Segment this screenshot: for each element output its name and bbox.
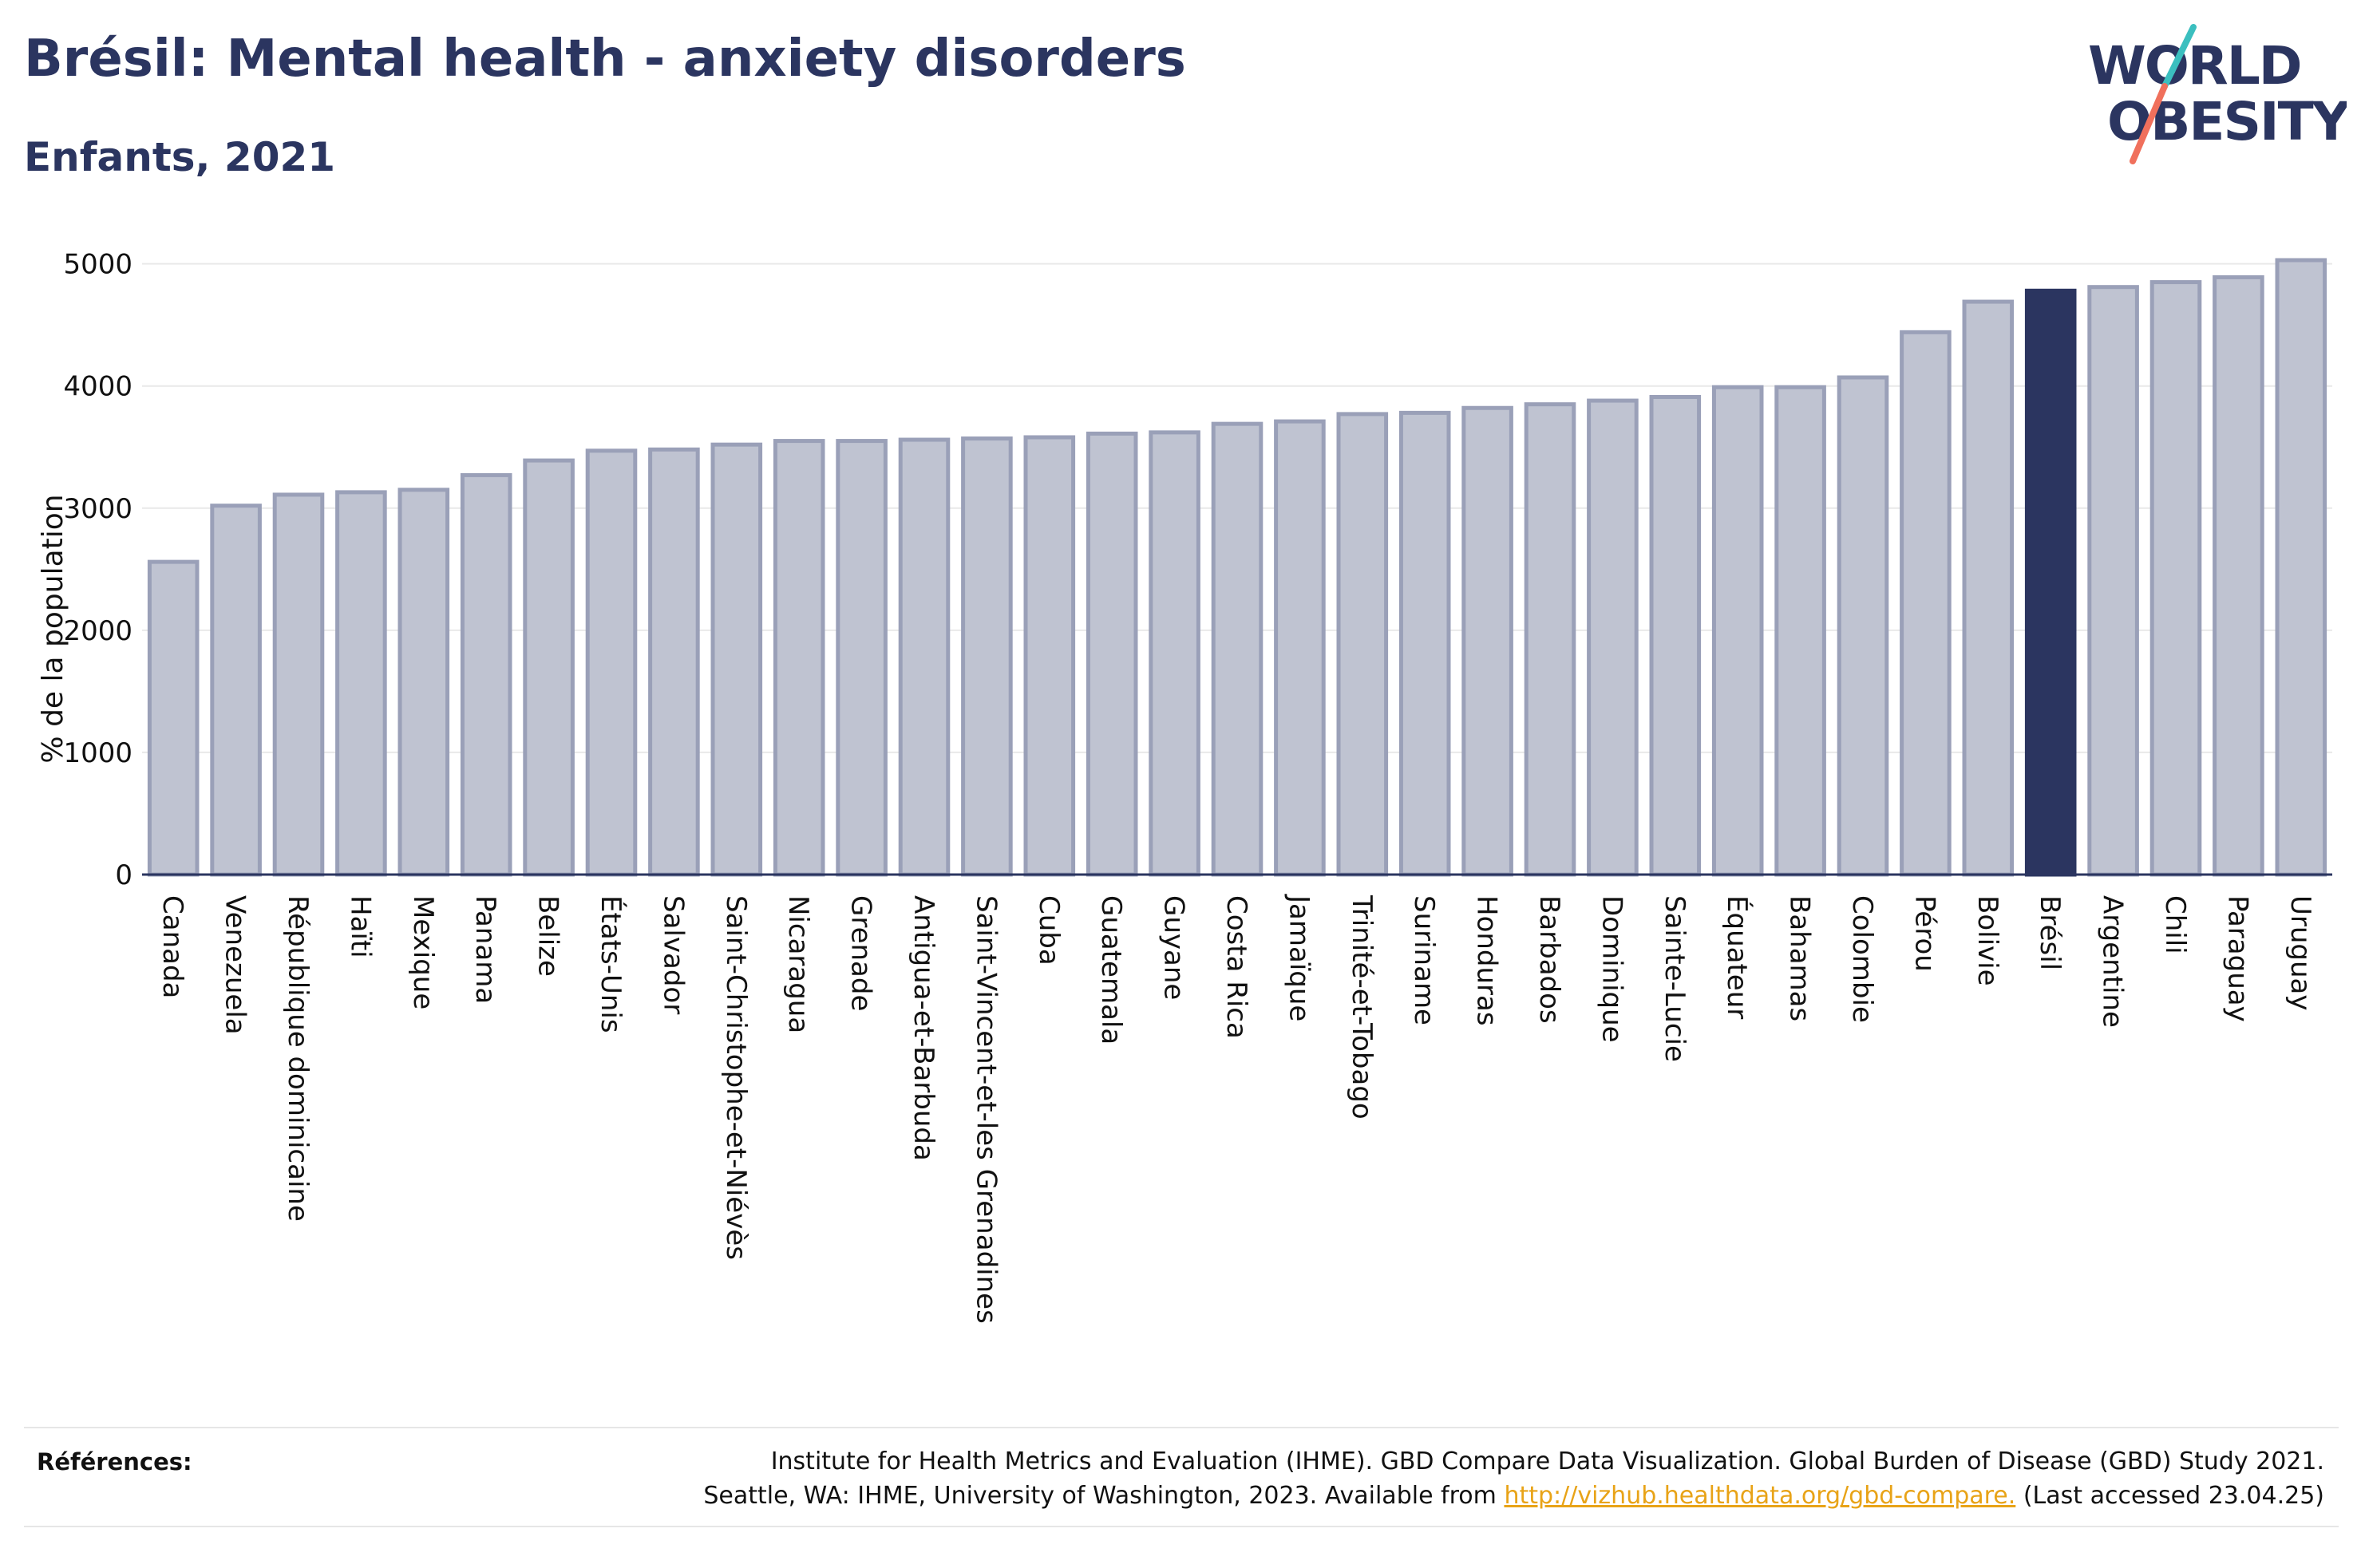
x-tick-label: Guatemala [1095,895,1127,1045]
x-tick-label: République dominicaine [282,895,314,1222]
x-tick-label: Trinité-et-Tobago [1346,895,1378,1120]
bar-26 [1774,385,1826,877]
bar-31 [2087,285,2139,877]
references-text: Institute for Health Metrics and Evaluat… [329,1444,2324,1513]
bar-chart: 0 1000 2000 3000 4000 5000 Canada Venezuela Rép… [37,249,2332,1324]
y-axis-ticks: 0 1000 2000 3000 4000 5000 [63,249,132,891]
logo-line1: WORLD [2088,35,2301,97]
bar-13 [961,436,1013,877]
x-tick-label: Guyane [1158,895,1190,1000]
x-tick-label: Belize [532,895,564,977]
bar-20 [1398,410,1451,877]
y-tick-label: 2000 [63,615,132,647]
y-tick-label: 4000 [63,371,132,403]
x-tick-label: Haïti [344,895,376,958]
x-tick-label: Honduras [1471,895,1503,1026]
divider-top [24,1427,2339,1428]
bar-23 [1587,398,1639,877]
bar-22 [1524,402,1576,877]
bar-24 [1649,394,1702,877]
bar-28 [1900,330,1952,877]
x-tick-label: Barbados [1533,895,1565,1024]
bar-18 [1274,419,1326,877]
x-tick-label: Grenade [845,895,877,1011]
x-tick-label: Venezuela [219,895,251,1035]
bar-16 [1149,430,1200,877]
x-tick-label: Mexique [407,895,439,1009]
y-tick-label: 0 [115,859,132,891]
bar-25 [1711,385,1764,877]
divider-bottom [24,1526,2339,1527]
x-tick-label: Bolivie [1971,895,2003,986]
reference-line2: Seattle, WA: IHME, University of Washing… [329,1479,2324,1513]
bar-30 [2024,288,2077,877]
x-tick-label: Argentine [2097,895,2129,1028]
reference-line1: Institute for Health Metrics and Evaluat… [770,1448,2324,1475]
bar-29 [1962,299,2015,877]
x-axis-ticks: Canada Venezuela République dominicaine Haï… [156,894,2316,1324]
bar-10 [773,439,825,877]
y-tick-label: 5000 [63,249,132,281]
bar-3 [335,490,387,877]
bar-32 [2149,280,2202,877]
x-tick-label: Nicaragua [782,895,814,1033]
x-tick-label: Panama [469,895,501,1004]
y-axis-label: % de la population [37,494,69,763]
bar-5 [460,472,512,877]
x-tick-label: Équateur [1721,895,1754,1019]
chart-subtitle: Enfants, 2021 [24,134,336,180]
reference-line2-prefix: Seattle, WA: IHME, University of Washing… [703,1482,1497,1510]
x-tick-label: Antigua-et-Barbuda [908,895,939,1161]
x-tick-label: Colombie [1846,895,1878,1023]
bar-34 [2275,258,2327,877]
x-tick-label: Pérou [1908,895,1940,972]
bar-2 [272,492,325,877]
x-tick-label: Jamaïque [1283,894,1315,1021]
bar-17 [1211,421,1264,877]
x-tick-label: États-Unis [595,895,627,1033]
logo-slash-coral [2130,83,2168,164]
x-tick-label: Chili [2159,895,2191,954]
bar-15 [1086,431,1138,877]
bar-19 [1336,412,1389,877]
bar-9 [710,442,763,877]
x-tick-label: Brésil [2034,895,2066,970]
x-tick-label: Cuba [1033,895,1065,966]
bar-12 [898,437,951,877]
bar-27 [1837,375,1889,877]
bars [147,258,2327,877]
bar-0 [147,559,200,877]
bar-14 [1023,435,1076,877]
bar-7 [585,448,638,877]
x-tick-label: Uruguay [2284,895,2316,1011]
bar-11 [836,439,888,877]
x-tick-label: Sainte-Lucie [1659,895,1691,1062]
x-tick-label: Costa Rica [1220,895,1252,1039]
bar-8 [648,447,700,877]
y-tick-label: 1000 [63,737,132,769]
x-tick-label: Paraguay [2221,895,2253,1022]
logo-slash-teal [2161,24,2197,89]
reference-link[interactable]: http://vizhub.healthdata.org/gbd-compare… [1504,1482,2016,1510]
world-obesity-logo: WORLD OBESITY [2088,24,2347,164]
x-tick-label: Saint-Christophe-et-Niévès [720,895,752,1260]
x-tick-label: Suriname [1408,895,1440,1025]
y-tick-label: 3000 [63,493,132,525]
bar-4 [397,488,450,877]
bar-6 [523,458,575,877]
x-tick-label: Dominique [1596,895,1627,1043]
x-tick-label: Bahamas [1784,895,1816,1021]
bar-21 [1461,405,1513,877]
x-tick-label: Saint-Vincent-et-les Grenadines [970,895,1002,1324]
bar-33 [2213,274,2264,877]
reference-line2-suffix: (Last accessed 23.04.25) [2023,1482,2324,1510]
chart-title: Brésil: Mental health - anxiety disorder… [24,30,1186,89]
x-tick-label: Salvador [657,895,689,1014]
x-tick-label: Canada [156,895,188,998]
bar-1 [210,504,262,877]
references-label: Références: [37,1448,192,1475]
